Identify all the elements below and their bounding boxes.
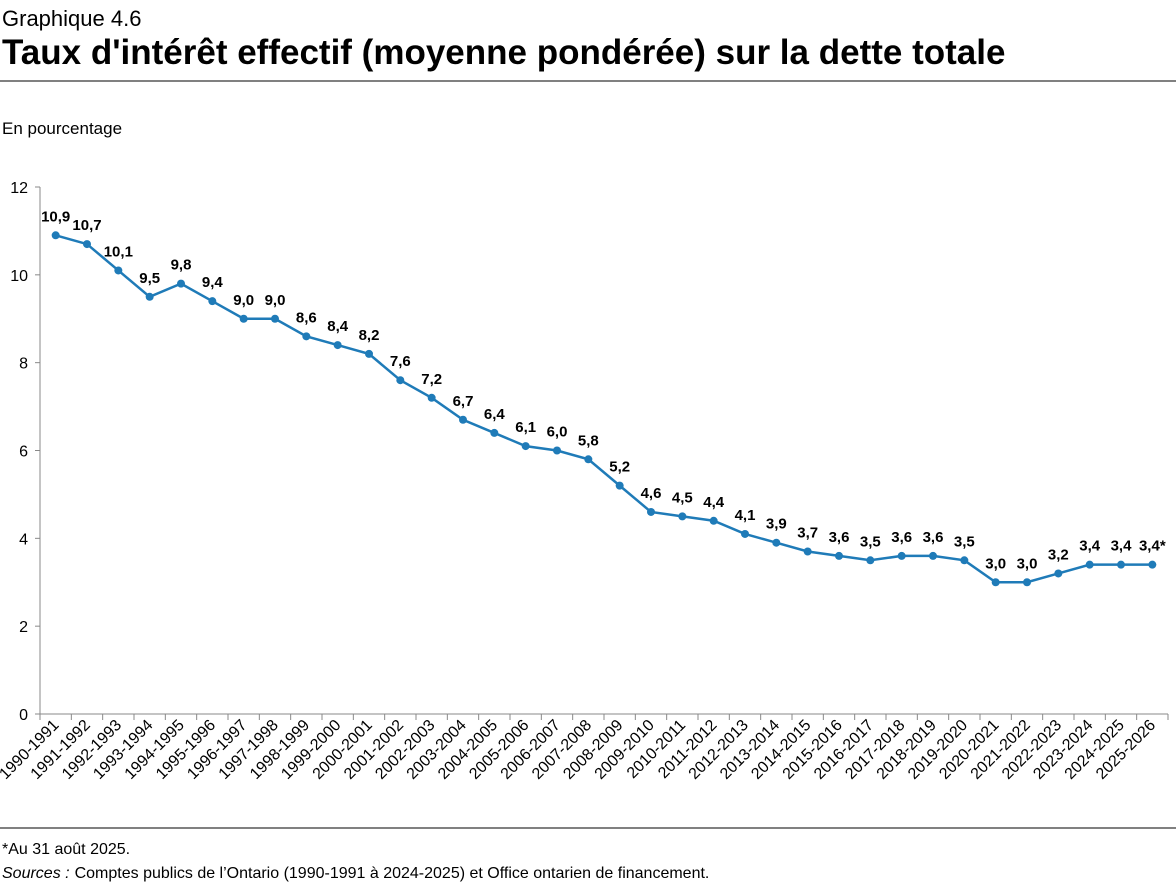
point (427, 393, 436, 402)
chart-title: Taux d'intérêt effectif (moyenne pondéré… (2, 33, 1005, 72)
value-label: 3,6 (923, 529, 944, 546)
point (678, 512, 687, 521)
y-axis-label: En pourcentage (2, 119, 122, 138)
point (333, 341, 342, 350)
point (1054, 569, 1063, 578)
point (208, 297, 217, 306)
point (647, 507, 655, 516)
value-label: 10,7 (72, 217, 101, 234)
value-label: 6,7 (453, 393, 474, 410)
y-tick-label: 6 (19, 444, 28, 461)
value-label: 5,2 (609, 459, 630, 476)
point (709, 516, 718, 525)
point (396, 376, 405, 385)
point (1117, 560, 1125, 569)
point (490, 428, 499, 437)
value-label: 3,4 (1111, 538, 1133, 555)
sources-label: Sources : (2, 865, 70, 882)
point (803, 547, 812, 556)
value-label: 9,5 (139, 270, 160, 287)
chart-supertitle: Graphique 4.6 (2, 6, 141, 31)
point (772, 538, 781, 547)
point (584, 455, 593, 464)
point (1023, 578, 1031, 587)
point (991, 578, 1000, 587)
value-label: 3,2 (1048, 546, 1069, 563)
point (521, 442, 530, 451)
point (615, 481, 624, 490)
y-tick-label: 10 (10, 268, 28, 285)
y-tick-label: 4 (19, 531, 28, 548)
value-label: 6,0 (547, 424, 568, 441)
point (177, 279, 185, 288)
value-label: 6,1 (515, 419, 536, 436)
value-label: 6,4 (484, 406, 506, 423)
value-label: 3,4 (1079, 538, 1101, 555)
value-label: 3,6 (891, 529, 912, 546)
point (897, 551, 906, 560)
point (459, 415, 467, 424)
point (929, 551, 937, 560)
value-label: 4,5 (672, 489, 693, 506)
value-label: 3,9 (766, 516, 787, 533)
point (960, 556, 969, 565)
point (302, 332, 311, 341)
sources-text: Comptes publics de l’Ontario (1990-1991 … (75, 865, 710, 882)
y-tick-label: 12 (10, 180, 28, 197)
value-label: 3,5 (954, 533, 975, 550)
value-label: 9,8 (171, 257, 192, 274)
point (114, 266, 123, 275)
point (239, 314, 248, 323)
point (1085, 560, 1094, 569)
point (271, 314, 279, 323)
value-label: 3,0 (1017, 555, 1038, 572)
note: *Au 31 août 2025. (2, 841, 130, 858)
value-label: 3,0 (985, 555, 1006, 572)
value-label: 4,1 (735, 507, 756, 524)
sources: Sources : Comptes publics de l’Ontario (1… (2, 865, 709, 882)
value-label: 9,0 (265, 292, 286, 309)
value-label: 9,4 (202, 274, 224, 291)
point (866, 556, 875, 565)
value-label: 4,4 (703, 494, 725, 511)
point (365, 349, 373, 358)
point (83, 240, 91, 249)
value-label: 8,6 (296, 309, 317, 326)
value-label: 4,6 (641, 485, 662, 502)
y-tick-label: 0 (19, 707, 28, 724)
value-label: 3,4* (1139, 538, 1166, 555)
value-label: 10,9 (41, 208, 70, 225)
point (145, 292, 154, 301)
value-label: 3,5 (860, 533, 881, 550)
series-line (55, 234, 1153, 584)
value-label: 7,2 (421, 371, 442, 388)
value-label: 8,2 (359, 327, 380, 344)
value-label: 5,8 (578, 432, 599, 449)
point (835, 551, 843, 560)
value-label: 3,7 (797, 525, 818, 542)
point (1148, 560, 1157, 569)
value-label: 10,1 (104, 243, 133, 260)
y-tick-label: 2 (19, 619, 28, 636)
value-label: 3,6 (829, 529, 850, 546)
value-label: 7,6 (390, 353, 411, 370)
point (51, 231, 60, 240)
point (741, 529, 749, 538)
value-label: 9,0 (233, 292, 254, 309)
y-tick-label: 8 (19, 356, 28, 373)
point (553, 446, 561, 455)
value-label: 8,4 (327, 318, 349, 335)
